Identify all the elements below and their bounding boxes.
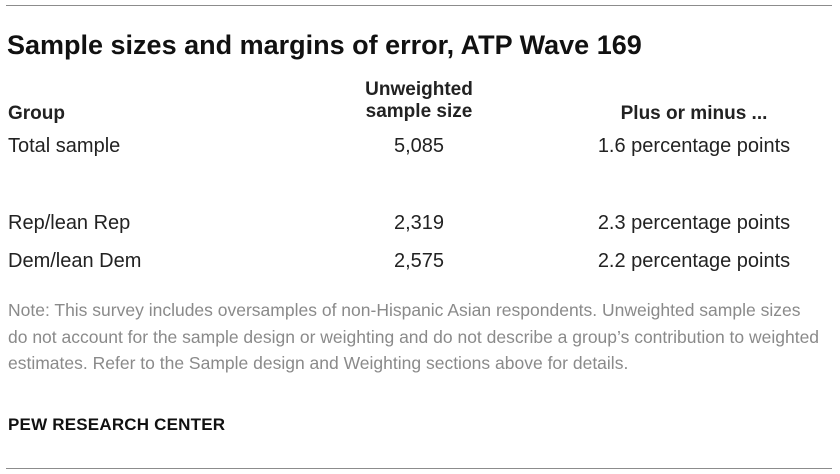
header-margin: Plus or minus ... (620, 103, 768, 124)
row-group: Dem/lean Dem (8, 250, 142, 272)
page-title: Sample sizes and margins of error, ATP W… (7, 30, 642, 60)
header-sample-size-line2: sample size (365, 101, 473, 122)
row-group: Total sample (8, 135, 121, 157)
row-margin: 2.2 percentage points (597, 250, 791, 272)
row-sample-size: 5,085 (393, 135, 445, 157)
header-sample-size: Unweighted sample size (319, 79, 519, 123)
row-margin: 1.6 percentage points (597, 135, 791, 157)
header-group: Group (8, 103, 65, 124)
bottom-divider (6, 468, 832, 469)
top-divider (6, 5, 832, 6)
footnote: Note: This survey includes oversamples o… (8, 300, 820, 373)
source-credit: PEW RESEARCH CENTER (8, 415, 226, 434)
row-sample-size: 2,575 (393, 250, 445, 272)
header-sample-size-line1: Unweighted (365, 79, 473, 100)
row-sample-size: 2,319 (393, 212, 445, 234)
row-margin: 2.3 percentage points (597, 212, 791, 234)
row-group: Rep/lean Rep (8, 212, 131, 234)
